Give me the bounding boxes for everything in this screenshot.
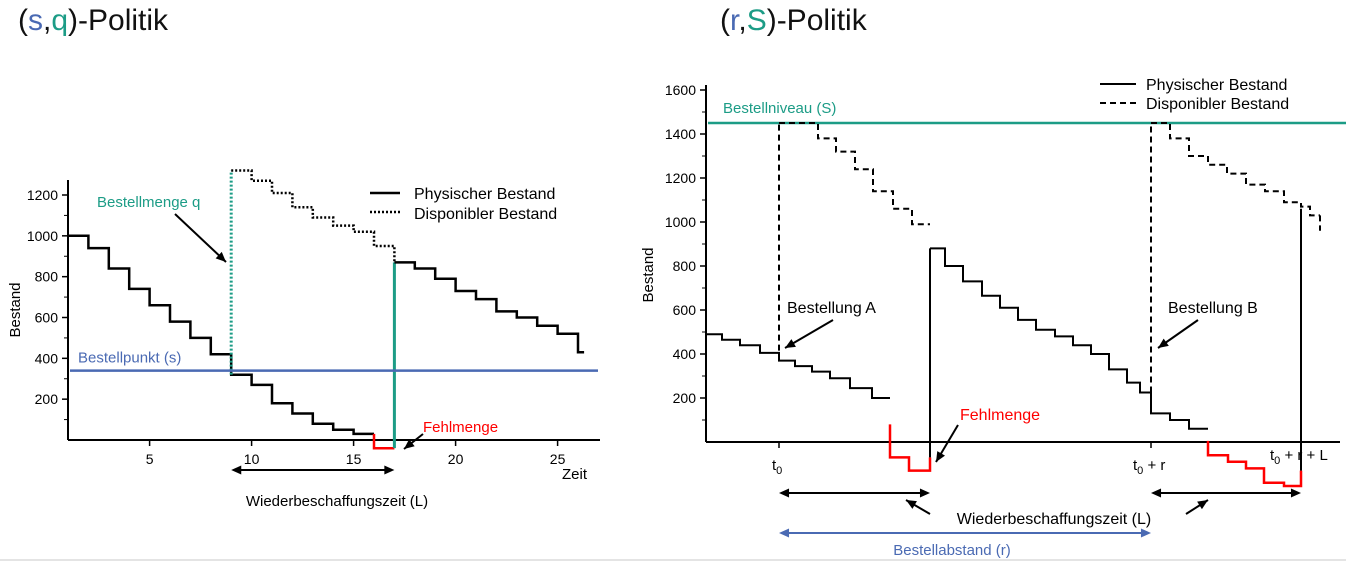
left-chart-title: (s,q)-Politik [18,4,168,38]
left-order-quantity-arrow-head [215,251,226,262]
title-open: ( [18,4,28,37]
title-q: q [51,4,69,37]
right-shortage-a [888,424,932,472]
title-s: s [28,4,43,37]
title-r: r [730,4,739,37]
left-order-quantity-arrow-shaft [174,213,227,263]
left-physical-line [68,234,374,436]
left-y-tick-label: 600 [35,310,59,326]
right-y-tick-label: 400 [673,346,697,362]
right-shortage-label: Fehlmenge [960,407,1040,424]
title-open: ( [720,4,730,37]
right-wbz-pointer-b-head [1197,500,1208,510]
right-order-a-arrow-head [785,339,796,348]
right-y-tick-label: 1600 [665,82,696,98]
right-order-a-label: Bestellung A [787,300,876,317]
left-legend-label-dispo: Disponibler Bestand [414,206,557,223]
title-rest: )-Politik [766,4,867,37]
right-order-b-label: Bestellung B [1168,300,1258,317]
left-y-tick-label: 800 [35,269,59,285]
left-x-axis-label: Zeit [562,466,588,483]
left-x-tick-label: 20 [448,451,464,467]
left-x-tick-label: 25 [550,451,566,467]
left-y-tick-label: 1200 [27,187,58,203]
title-comma: , [738,4,747,37]
right-dispo-line-b [1151,122,1320,217]
left-y-tick-label: 1000 [27,228,58,244]
left-shortage-line [372,433,395,450]
right-dispo-line-a [779,122,930,226]
right-wbz-arrow-a-head-left [779,488,790,498]
right-order-interval-label: Bestellabstand (r) [893,542,1011,559]
right-x-tick-label-t0: t0 [772,457,782,477]
left-shortage-label: Fehlmenge [423,419,498,436]
left-shortage-arrow-head [404,439,415,449]
title-comma: , [43,4,52,37]
right-legend-label-physical: Physischer Bestand [1146,77,1287,94]
right-wbz-pointer-a-head [906,500,917,509]
left-order-quantity-label: Bestellmenge q [97,194,200,211]
bottom-divider [0,559,1346,561]
right-wbz-arrow-a-head-right [919,488,930,498]
left-legend-label-physical: Physischer Bestand [414,186,555,203]
left-dispo-line [231,169,396,263]
right-order-level-label: Bestellniveau (S) [723,100,836,117]
right-wbz-arrow-b-head-right [1290,488,1301,498]
right-shortage-b [1206,440,1303,488]
right-physical-line-b [930,247,1208,430]
left-wbz-arrow-head-left [231,465,242,475]
left-wbz-arrow-head-right [384,465,395,475]
right-order-interval-arrow-head-left [779,528,790,538]
right-order-interval-arrow-head-right [1140,528,1151,538]
left-wbz-label: Wiederbeschaffungszeit (L) [246,493,428,510]
right-wbz-arrow-b-head-left [1151,488,1162,498]
left-x-tick-label: 5 [146,451,154,467]
right-legend-label-dispo: Disponibler Bestand [1146,96,1289,113]
left-x-tick-label: 10 [244,451,260,467]
right-y-tick-label: 1000 [665,214,696,230]
right-wbz-label: Wiederbeschaffungszeit (L) [957,511,1151,528]
right-shortage-arrow-head [936,451,945,462]
right-chart-title: (r,S)-Politik [720,4,867,38]
left-x-tick-label: 15 [346,451,362,467]
left-reorder-point-label: Bestellpunkt (s) [78,350,181,367]
right-y-tick-label: 1400 [665,126,696,142]
right-x-tick-label-t0r: t0 + r [1133,457,1165,477]
right-order-b-arrow-head [1158,338,1169,348]
right-x-tick-label-t0rl: t0 + r + L [1270,447,1328,467]
right-y-axis-label: Bestand [640,247,657,302]
left-physical-after-line [394,261,585,354]
right-y-tick-label: 600 [673,302,697,318]
left-y-axis-label: Bestand [7,282,24,337]
right-physical-line-a [706,333,890,399]
title-rest: )-Politik [68,4,169,37]
right-y-tick-label: 800 [673,258,697,274]
title-S: S [746,4,767,37]
left-y-tick-label: 400 [35,350,59,366]
left-y-tick-label: 200 [35,391,59,407]
right-y-tick-label: 1200 [665,170,696,186]
right-y-tick-label: 200 [673,390,697,406]
